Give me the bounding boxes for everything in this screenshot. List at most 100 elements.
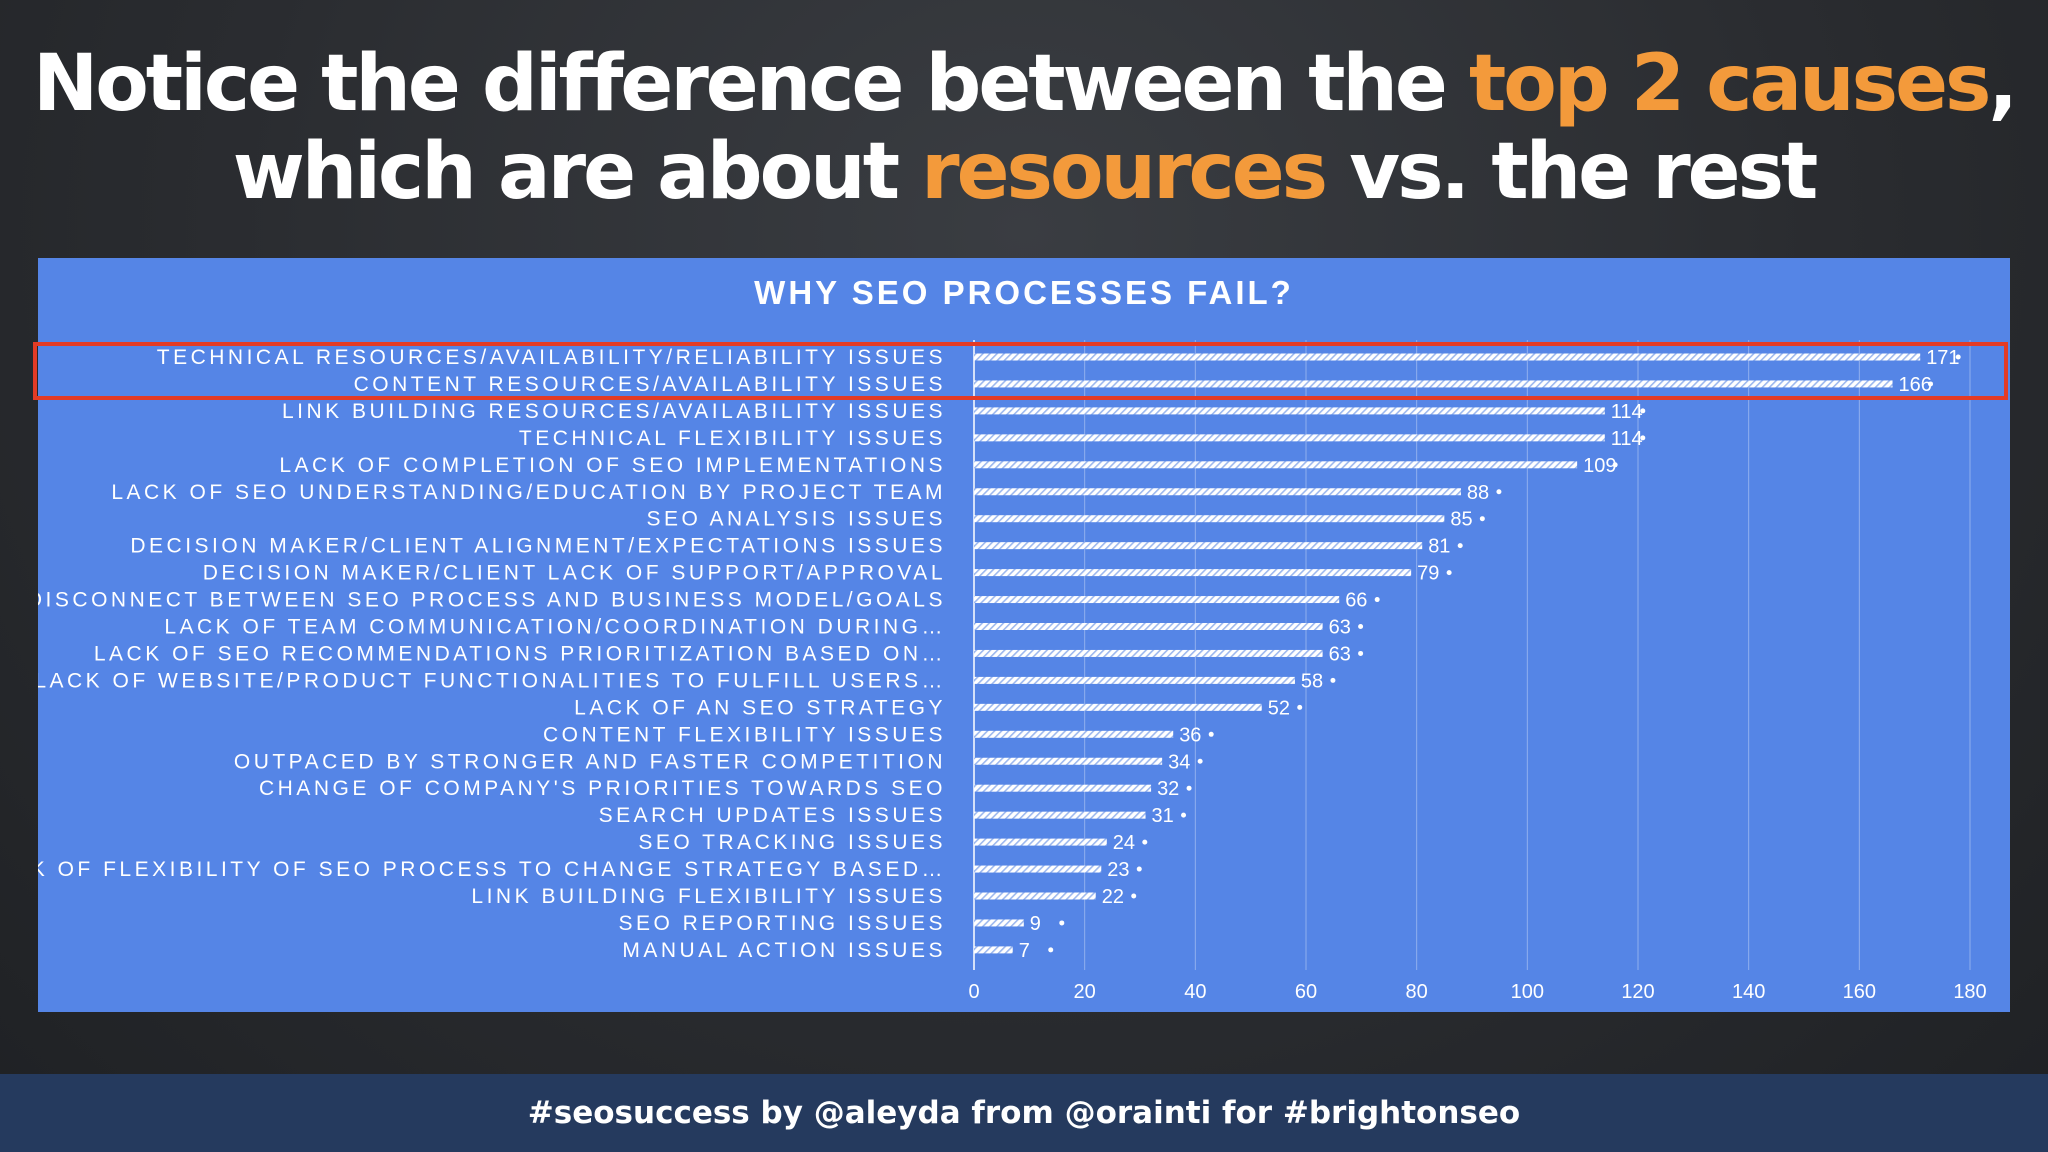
category-label: LACK OF WEBSITE/PRODUCT FUNCTIONALITIES … xyxy=(38,669,946,692)
bar-end-marker xyxy=(1197,758,1203,764)
x-tick-label: 40 xyxy=(1184,981,1206,1003)
bar xyxy=(974,676,1295,684)
value-label: 63 xyxy=(1329,617,1351,639)
category-label: LACK OF AN SEO STRATEGY xyxy=(574,696,946,719)
category-label: LACK OF COMPLETION OF SEO IMPLEMENTATION… xyxy=(279,454,946,477)
bar xyxy=(974,757,1163,765)
value-label: 58 xyxy=(1301,670,1323,692)
bar-end-marker xyxy=(1446,570,1452,576)
bar xyxy=(974,730,1174,738)
bar-end-marker xyxy=(1479,516,1485,522)
bar-end-marker xyxy=(1136,866,1142,872)
value-label: 34 xyxy=(1168,751,1190,773)
category-label: TECHNICAL FLEXIBILITY ISSUES xyxy=(519,427,946,450)
category-label: LACK OF FLEXIBILITY OF SEO PROCESS TO CH… xyxy=(38,858,946,881)
value-label: 79 xyxy=(1417,563,1439,585)
bar-end-marker xyxy=(1612,462,1618,468)
category-label: DECISION MAKER/CLIENT LACK OF SUPPORT/AP… xyxy=(203,562,946,585)
x-tick-label: 160 xyxy=(1843,981,1876,1003)
value-label: 114 xyxy=(1611,401,1643,423)
bar xyxy=(974,892,1096,900)
category-label: OUTPACED BY STRONGER AND FASTER COMPETIT… xyxy=(234,750,946,773)
headline-text: , xyxy=(1988,39,2018,129)
bar-chart: TECHNICAL RESOURCES/AVAILABILITY/RELIABI… xyxy=(38,340,1987,1003)
bar xyxy=(974,784,1152,792)
bar xyxy=(974,865,1102,873)
value-label: 23 xyxy=(1107,859,1129,881)
value-label: 22 xyxy=(1102,886,1124,908)
gridlines xyxy=(973,340,1971,970)
x-axis-ticks: 0 20 40 60 80 100 120 140 160 180 xyxy=(968,981,1986,1003)
value-label: 171 xyxy=(1926,347,1959,369)
category-label: DECISION MAKER/CLIENT ALIGNMENT/EXPECTAT… xyxy=(130,535,946,558)
x-tick-label: 20 xyxy=(1074,981,1096,1003)
x-tick-label: 0 xyxy=(968,981,979,1003)
bar xyxy=(974,919,1024,927)
bar-end-marker xyxy=(1928,381,1934,387)
value-label: 166 xyxy=(1899,374,1932,396)
bar-end-marker xyxy=(1181,812,1187,818)
x-tick-label: 60 xyxy=(1295,981,1317,1003)
bar-end-marker xyxy=(1059,920,1065,926)
x-tick-label: 120 xyxy=(1621,981,1654,1003)
category-label: SEO ANALYSIS ISSUES xyxy=(646,508,946,531)
bar-end-marker xyxy=(1374,597,1380,603)
category-label: MANUAL ACTION ISSUES xyxy=(622,939,946,962)
bar xyxy=(974,569,1412,577)
category-label: LINK BUILDING FLEXIBILITY ISSUES xyxy=(471,885,946,908)
bar xyxy=(974,461,1578,469)
category-label: LINK BUILDING RESOURCES/AVAILABILITY ISS… xyxy=(282,400,946,423)
bar xyxy=(974,838,1107,846)
bar xyxy=(974,488,1461,496)
headline-text: which are about xyxy=(232,127,922,217)
bar xyxy=(974,515,1445,523)
category-label: SEARCH UPDATES ISSUES xyxy=(599,804,946,827)
bar xyxy=(974,353,1921,361)
bar-end-marker xyxy=(1297,704,1303,710)
bar-end-marker xyxy=(1496,489,1502,495)
bar-end-marker xyxy=(1186,785,1192,791)
value-label: 114 xyxy=(1611,428,1643,450)
value-label: 88 xyxy=(1467,482,1489,504)
bars xyxy=(974,353,1961,954)
value-label: 109 xyxy=(1583,455,1616,477)
bar-end-marker xyxy=(1208,731,1214,737)
category-label: LACK OF SEO UNDERSTANDING/EDUCATION BY P… xyxy=(111,481,946,504)
value-label: 63 xyxy=(1329,643,1351,665)
bar xyxy=(974,649,1323,657)
bar-end-marker xyxy=(1457,543,1463,549)
value-label: 85 xyxy=(1450,509,1472,531)
value-label: 52 xyxy=(1268,697,1290,719)
value-label: 32 xyxy=(1157,778,1179,800)
bar xyxy=(974,542,1423,550)
footer: #seosuccess by @aleyda from @orainti for… xyxy=(0,1074,2048,1152)
category-label: LACK OF TEAM COMMUNICATION/COORDINATION … xyxy=(164,616,946,639)
headline-line-2: which are about resources vs. the rest xyxy=(0,128,2048,216)
headline-line-1: Notice the difference between the top 2 … xyxy=(0,40,2048,128)
bar-end-marker xyxy=(1955,354,1961,360)
category-label: LACK OF SEO RECOMMENDATIONS PRIORITIZATI… xyxy=(94,642,946,665)
headline-highlight-resources: resources xyxy=(921,127,1328,217)
headline-highlight-top-causes: top 2 causes xyxy=(1468,39,1991,129)
category-label: DISCONNECT BETWEEN SEO PROCESS AND BUSIN… xyxy=(38,589,946,612)
bar xyxy=(974,407,1605,415)
chart-title: WHY SEO PROCESSES FAIL? xyxy=(754,274,1294,311)
category-label: CONTENT FLEXIBILITY ISSUES xyxy=(543,723,946,746)
value-label: 7 xyxy=(1019,940,1030,962)
bar-end-marker xyxy=(1131,893,1137,899)
bar-end-marker xyxy=(1142,839,1148,845)
headline-text: vs. the rest xyxy=(1325,127,1818,217)
x-tick-label: 80 xyxy=(1406,981,1428,1003)
headline: Notice the difference between the top 2 … xyxy=(0,40,2048,216)
bar-end-marker xyxy=(1640,408,1646,414)
category-label: CONTENT RESOURCES/AVAILABILITY ISSUES xyxy=(354,373,946,396)
value-label: 9 xyxy=(1030,913,1041,935)
bar xyxy=(974,703,1262,711)
bar xyxy=(974,811,1146,819)
value-label: 24 xyxy=(1113,832,1135,854)
bar-end-marker xyxy=(1358,650,1364,656)
bar xyxy=(974,380,1893,388)
x-tick-label: 100 xyxy=(1511,981,1544,1003)
x-tick-label: 140 xyxy=(1732,981,1765,1003)
